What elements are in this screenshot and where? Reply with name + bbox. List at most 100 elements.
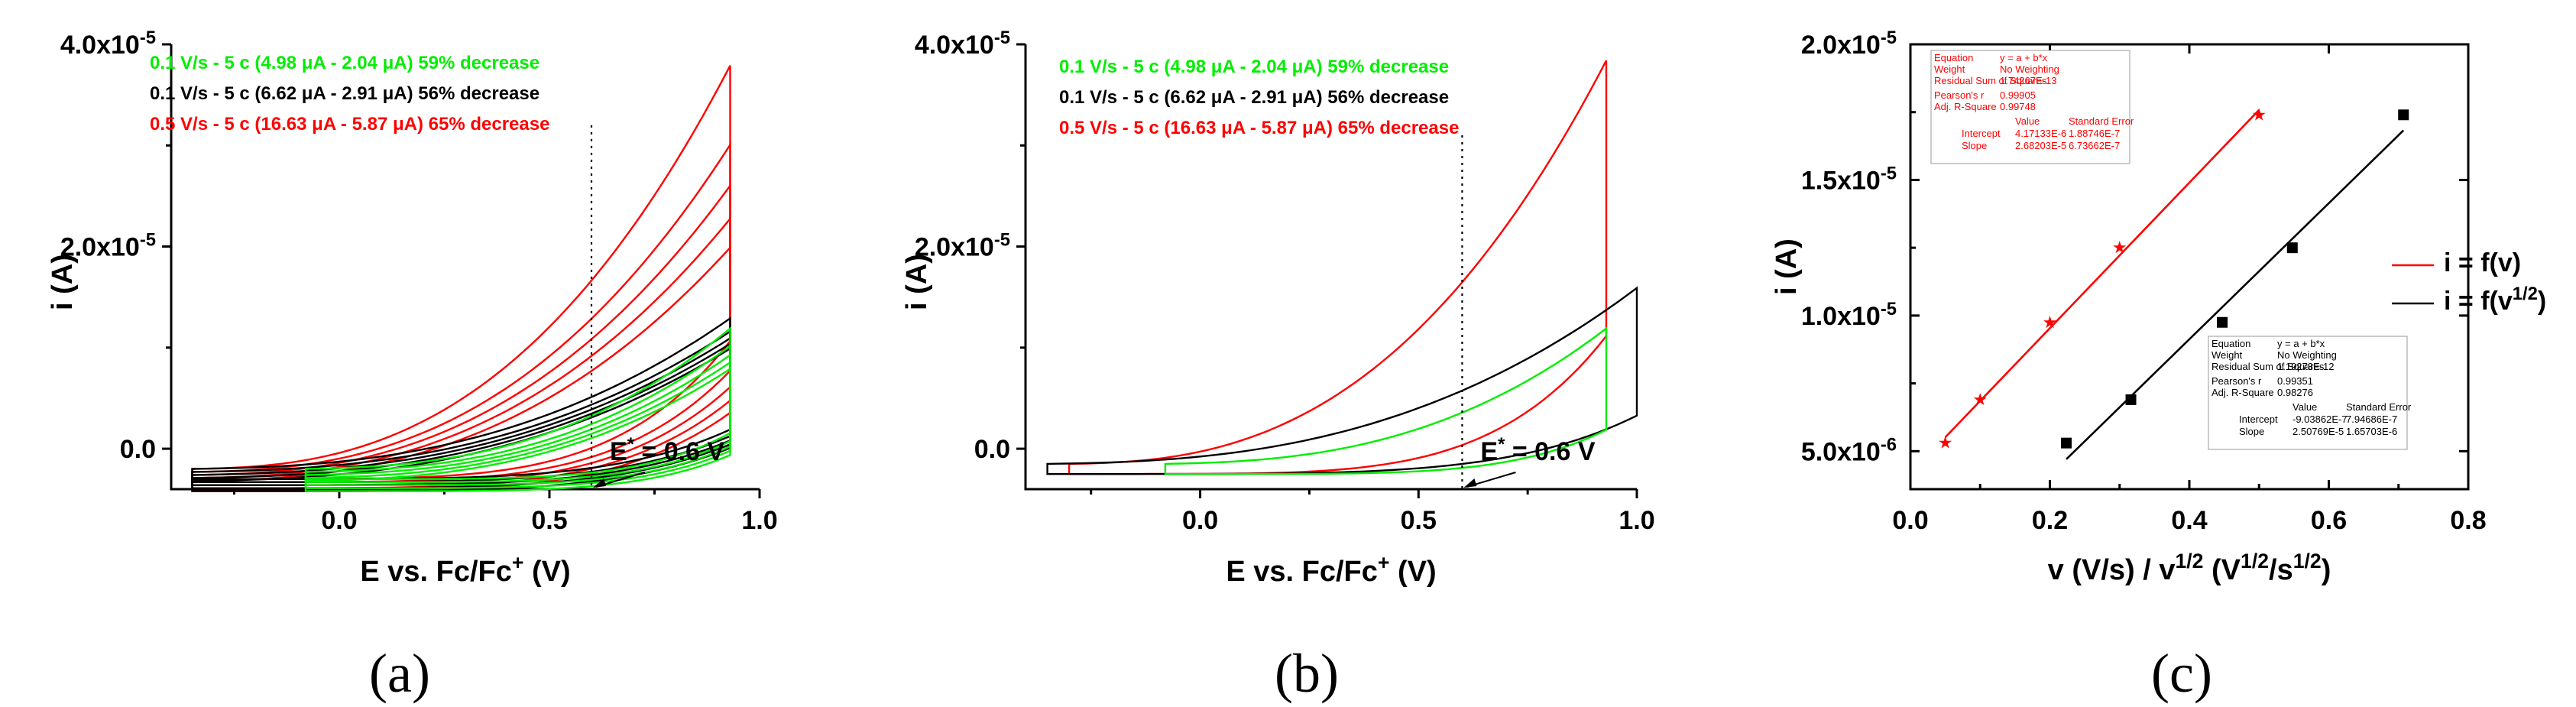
x-tick-label: 0.6 [2311, 506, 2347, 535]
text-span: 1.0x10 [1801, 302, 1881, 331]
text-span: 1/2 [2513, 284, 2538, 304]
table-border [1930, 50, 2130, 164]
y-tick-label: 1.0x10-5 [1801, 298, 1897, 331]
table-value: 1.19273E-12 [2277, 361, 2334, 372]
x-tick-label: 0.5 [1401, 506, 1437, 535]
y-axis-label: i (A) [1771, 238, 1803, 295]
text-span: 0.0 [120, 435, 156, 464]
cv-curve [1164, 326, 1608, 475]
legend-entry: 0.1 V/s - 5 c (4.98 μA - 2.04 μA) 59% de… [1059, 57, 1449, 77]
text-span: (V) [1389, 556, 1436, 588]
panel-label: (a) [369, 643, 430, 704]
text-span: -5 [1881, 163, 1897, 183]
x-tick-label: 0.8 [2450, 506, 2486, 535]
y-axis-label: i (A) [47, 254, 79, 310]
data-point [2286, 242, 2298, 254]
text-span: + [512, 551, 524, 574]
table-value: 1.74267E-13 [2000, 75, 2056, 86]
text-span: = 0.6 V [634, 437, 724, 466]
table-key: Weight [1934, 63, 1965, 75]
legend-entry: 0.1 V/s - 5 c (6.62 μA - 2.91 μA) 56% de… [150, 83, 540, 104]
cv-chart-a: 0.0 0.5 1.00.02.0x10-54.0x10-5E vs. Fc/Fc+… [47, 28, 778, 705]
text-span: -5 [140, 28, 156, 48]
text-span: 0.0 [974, 435, 1010, 464]
text-span: 1/2 [2175, 550, 2203, 572]
fit-table: Equation y = a + b*x Weight No WeightingRes… [1930, 50, 2134, 164]
text-span: -5 [994, 28, 1010, 48]
x-tick-label: 0.0 [321, 506, 357, 535]
table-value: 2.68203E-5 [2015, 140, 2066, 151]
table-param: Intercept [1962, 128, 2001, 139]
table-value: 0.99905 [2000, 89, 2036, 101]
text-span: 4.0x10 [915, 31, 994, 60]
text-span: E [1226, 556, 1253, 588]
table-header: Standard Error [2069, 115, 2134, 127]
table-key: Adj. R-Square [1934, 101, 1997, 112]
cv-chart-b: 0.0 0.5 1.00.02.0x10-54.0x10-5E vs. Fc/Fc+… [901, 28, 1655, 705]
y-tick-label: 5.0x10-6 [1801, 434, 1897, 467]
data-point [2398, 109, 2409, 121]
text-span: ) [2538, 287, 2546, 316]
text-span: 1/2 [2241, 550, 2269, 572]
panel-label: (b) [1275, 643, 1339, 704]
x-tick-label: 0.2 [2032, 506, 2068, 535]
text-span: 2.0x10 [915, 233, 994, 262]
x-tick-label: 0.5 [531, 506, 567, 535]
table-error: 1.88746E-7 [2069, 128, 2120, 139]
text-span: -6 [1881, 434, 1897, 455]
y-tick-label: 0.0 [120, 435, 156, 464]
table-param: Slope [2239, 426, 2264, 437]
table-error: 1.65703E-6 [2346, 426, 2397, 437]
table-error: 7.94686E-7 [2346, 413, 2397, 425]
text-span: /s [2269, 554, 2293, 586]
x-axis-label: E vs. Fc/Fc+ (V) [1226, 551, 1436, 588]
text-span: i = f(v [2444, 287, 2513, 316]
fit-chart-c: 0.0 0.2 0.4 0.6 0.85.0x10-61.0x10-51.5x10-52… [1771, 28, 2546, 705]
data-point: ★ [2112, 238, 2127, 257]
table-param: Slope [1962, 140, 1987, 151]
text-span: E [360, 556, 387, 588]
text-span: (V [2203, 554, 2241, 586]
table-value: 2.50769E-5 [2292, 426, 2344, 437]
y-tick-label: 2.0x10-5 [60, 229, 156, 262]
panel-label: (c) [2151, 643, 2212, 704]
text-span: 2.0x10 [60, 233, 140, 262]
table-key: Equation [2211, 338, 2250, 349]
table-header: Standard Error [2346, 401, 2412, 413]
text-span: -5 [994, 229, 1010, 250]
text-span: 1/2 [2293, 550, 2322, 572]
text-span: E [1480, 437, 1498, 466]
legend-entry: 0.5 V/s - 5 c (16.63 μA - 5.87 μA) 65% d… [1059, 118, 1459, 138]
arrow-head [593, 478, 606, 488]
table-value: 0.99351 [2277, 375, 2313, 387]
text-span: 2.0x10 [1801, 31, 1881, 60]
axes [170, 44, 760, 491]
table-value: y = a + b*x [2000, 52, 2048, 63]
data-point: ★ [1938, 433, 1953, 452]
table-key: Residual Sum of Squares [1934, 75, 2047, 86]
x-tick-label: 0.4 [2171, 506, 2207, 535]
text-span: + [1378, 551, 1390, 574]
annotation-label: E* = 0.6 V [1480, 434, 1595, 467]
data-point: ★ [2043, 313, 2058, 332]
text-span: vs. [1253, 556, 1294, 588]
data-point [2217, 316, 2228, 328]
data-point: ★ [1972, 390, 1988, 409]
table-value: y = a + b*x [2277, 338, 2325, 349]
table-key: Pearson's r [2211, 375, 2262, 387]
table-key: Weight [2211, 349, 2243, 361]
fit-line [1944, 109, 2260, 439]
legend-entry: 0.5 V/s - 5 c (16.63 μA - 5.87 μA) 65% d… [150, 114, 549, 135]
y-tick-label: 1.5x10-5 [1801, 163, 1897, 196]
text-span: E [610, 437, 627, 466]
text-span: = 0.6 V [1505, 437, 1595, 466]
text-span: -5 [140, 229, 156, 250]
text-span: Fc/Fc [428, 556, 512, 588]
x-tick-label: 1.0 [1619, 506, 1654, 535]
table-header: Value [2292, 401, 2317, 413]
text-span: 4.0x10 [60, 31, 140, 60]
y-axis-label: i (A) [901, 254, 933, 310]
y-tick-label: 4.0x10-5 [915, 28, 1010, 60]
x-axis-label: v (V/s) / v1/2 (V1/2/s1/2) [2048, 550, 2331, 586]
